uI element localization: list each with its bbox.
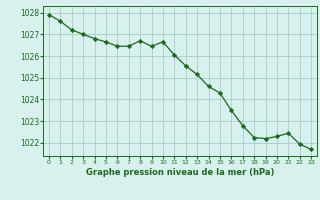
X-axis label: Graphe pression niveau de la mer (hPa): Graphe pression niveau de la mer (hPa) (86, 168, 274, 177)
